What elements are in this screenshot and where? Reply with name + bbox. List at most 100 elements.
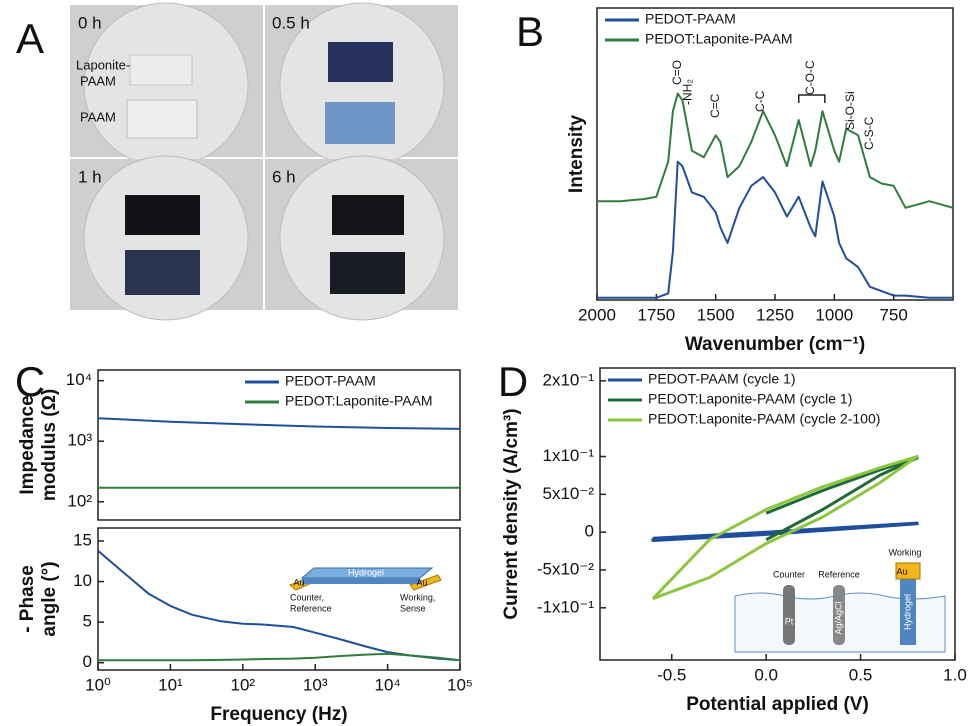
x-tick-label: 2000 bbox=[578, 305, 616, 324]
y-tick-label: 0 bbox=[585, 522, 594, 541]
annotation: C-O-C bbox=[803, 60, 817, 95]
sample bbox=[328, 42, 393, 82]
y-axis-label: - Phase bbox=[17, 565, 38, 633]
hydrogel bbox=[900, 575, 916, 645]
series-line bbox=[98, 652, 461, 662]
sample-label: PAAM bbox=[80, 109, 116, 124]
x-tick-label: 1000 bbox=[815, 305, 853, 324]
inset-text: Ag/AgCl bbox=[833, 601, 843, 634]
inset-diagram: Counter Reference Working Au Pt Ag/AgCl … bbox=[734, 547, 946, 653]
y-tick-label: 10² bbox=[67, 491, 92, 510]
photo-time: 0 h bbox=[78, 13, 102, 32]
legend-label: PEDOT-PAAM bbox=[285, 373, 376, 389]
sample-label: Laponite- bbox=[76, 57, 130, 72]
legend-label: PEDOT:Laponite-PAAM bbox=[645, 31, 793, 47]
sample bbox=[125, 195, 200, 235]
x-tick-label: 1750 bbox=[637, 305, 675, 324]
inset-text: Au bbox=[416, 577, 427, 587]
y-tick-label: 10³ bbox=[67, 431, 92, 450]
annotation: C=C bbox=[708, 93, 722, 118]
sample bbox=[330, 252, 405, 294]
plot-frame bbox=[596, 7, 954, 301]
plot-frame bbox=[97, 527, 461, 671]
series-line bbox=[597, 160, 953, 299]
x-tick-label: 10¹ bbox=[158, 675, 183, 694]
inset-text: Hydrogel bbox=[348, 567, 384, 577]
x-tick-label: 0.5 bbox=[849, 665, 873, 684]
x-tick-label: 0.0 bbox=[754, 665, 778, 684]
series-line bbox=[651, 455, 919, 601]
sample-label: PAAM bbox=[80, 73, 116, 88]
panel-label: C bbox=[15, 358, 45, 405]
inset-text: Reference bbox=[290, 603, 332, 613]
series-line bbox=[651, 521, 919, 542]
panel-label: B bbox=[516, 8, 544, 55]
electrode bbox=[409, 574, 442, 591]
x-axis-label: Frequency (Hz) bbox=[210, 704, 347, 725]
panel-label: A bbox=[16, 15, 44, 62]
y-axis-label: Current density (A/cm³) bbox=[501, 408, 522, 619]
y-tick-label: -1x10⁻¹ bbox=[537, 597, 594, 616]
y-tick-label: 5x10⁻² bbox=[543, 484, 595, 503]
y-tick-label: 0 bbox=[83, 652, 92, 671]
y-tick-label: -5x10⁻² bbox=[537, 559, 594, 578]
plot-frame bbox=[97, 369, 461, 521]
hydrogel-side bbox=[302, 578, 420, 584]
sample bbox=[126, 99, 198, 139]
x-tick-label: 1250 bbox=[756, 305, 794, 324]
inset-text: Counter bbox=[773, 569, 805, 579]
x-tick-label: 1500 bbox=[697, 305, 735, 324]
x-axis-label: Potential applied (V) bbox=[686, 694, 869, 715]
sample bbox=[129, 54, 193, 86]
y-axis-label: modulus (Ω) bbox=[39, 389, 60, 501]
inset-text: Sense bbox=[400, 603, 426, 613]
panel-label: D bbox=[498, 358, 528, 405]
x-tick-label: 1.0 bbox=[943, 665, 967, 684]
inset-text: Hydrogel bbox=[902, 594, 912, 630]
photo-grid: 0 h 0.5 h 1 h 6 h Laponite- PAAM PAAM bbox=[70, 2, 458, 321]
legend-label: PEDOT-PAAM bbox=[645, 11, 736, 27]
annotation: C-C bbox=[753, 90, 767, 112]
sample bbox=[325, 102, 395, 144]
legend-label: PEDOT:Laponite-PAAM bbox=[285, 393, 433, 409]
series-line bbox=[597, 92, 954, 209]
y-tick-label: 10⁴ bbox=[66, 370, 92, 389]
electrode bbox=[783, 585, 795, 645]
photo-time: 0.5 h bbox=[272, 13, 310, 32]
y-tick-label: 1x10⁻¹ bbox=[543, 446, 595, 465]
sample bbox=[332, 195, 404, 235]
sample bbox=[125, 250, 200, 295]
inset-text: Working bbox=[889, 547, 922, 557]
inset-text: Reference bbox=[818, 569, 860, 579]
x-tick-label: 10³ bbox=[303, 675, 328, 694]
annotation: C-S-C bbox=[862, 116, 876, 150]
photo-time: 6 h bbox=[272, 167, 296, 186]
bracket bbox=[797, 94, 826, 103]
petri-dish bbox=[83, 155, 249, 321]
x-tick-label: -0.5 bbox=[657, 665, 686, 684]
y-tick-label: 5 bbox=[83, 612, 92, 631]
legend-label: PEDOT-PAAM (cycle 1) bbox=[648, 371, 796, 387]
x-tick-label: 10⁴ bbox=[374, 675, 400, 694]
electrode bbox=[833, 585, 845, 645]
series-line bbox=[97, 417, 461, 430]
legend-label: PEDOT:Laponite-PAAM (cycle 2-100) bbox=[648, 411, 880, 427]
electrode bbox=[895, 562, 921, 580]
plot-frame bbox=[599, 367, 956, 661]
petri-dish bbox=[279, 155, 445, 321]
x-tick-label: 10⁰ bbox=[85, 675, 111, 694]
inset-text: Working, bbox=[400, 592, 435, 602]
y-tick-label: 10 bbox=[73, 571, 92, 590]
x-axis-label: Wavenumber (cm⁻¹) bbox=[685, 334, 865, 355]
y-tick-label: 2x10⁻¹ bbox=[543, 370, 595, 389]
annotation: C=O bbox=[670, 60, 684, 85]
legend-label: PEDOT:Laponite-PAAM (cycle 1) bbox=[648, 391, 852, 407]
y-axis-label: angle (°) bbox=[39, 561, 60, 636]
x-tick-label: 10² bbox=[231, 675, 256, 694]
inset-text: Pt bbox=[785, 616, 794, 626]
photo-time: 1 h bbox=[78, 167, 102, 186]
x-tick-label: 750 bbox=[879, 305, 907, 324]
y-axis-label: Impedance bbox=[17, 395, 38, 494]
y-tick-label: 15 bbox=[73, 530, 92, 549]
